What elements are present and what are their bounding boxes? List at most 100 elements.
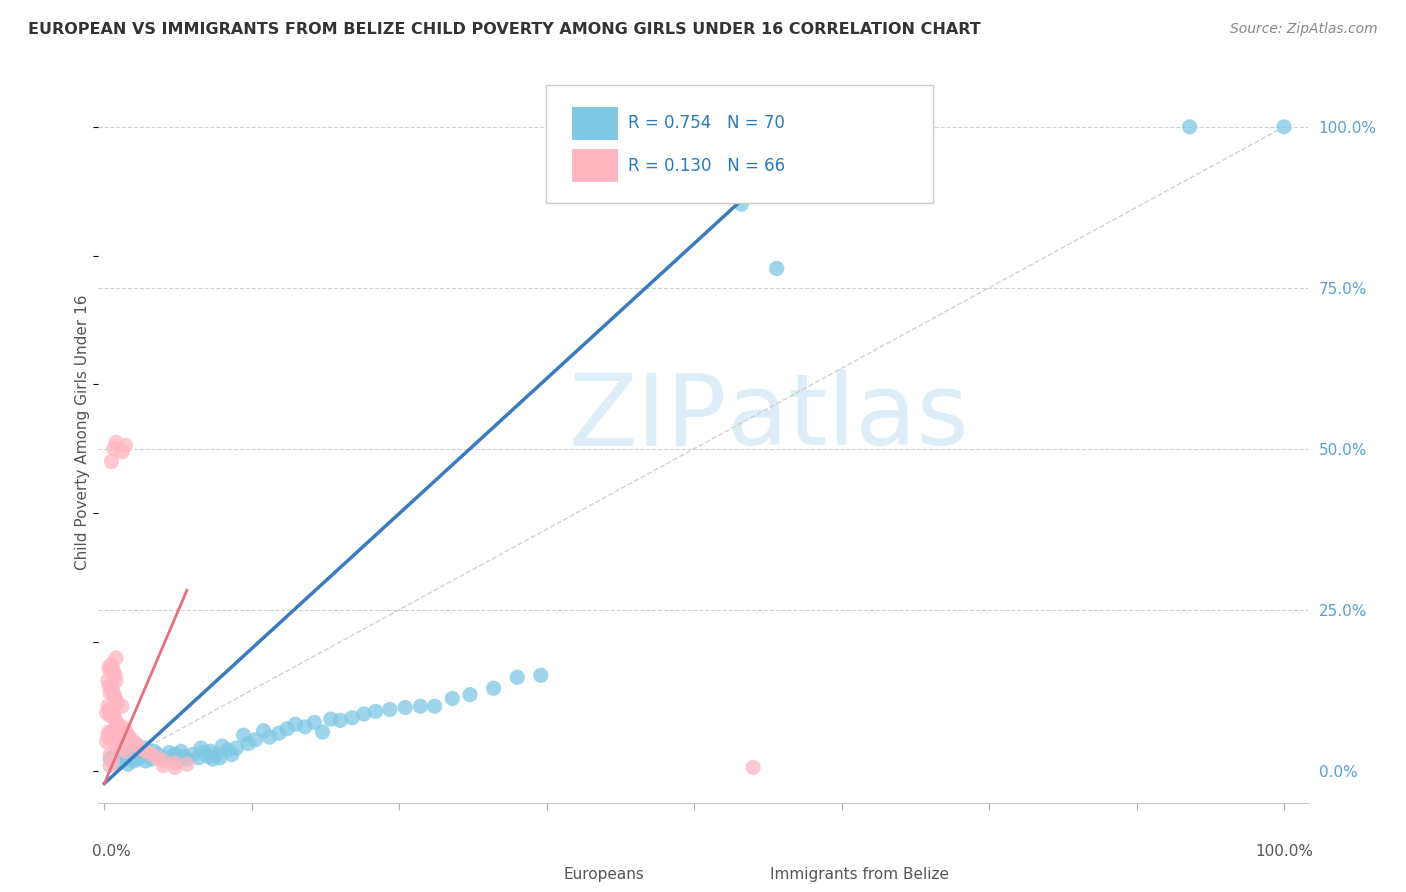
Text: EUROPEAN VS IMMIGRANTS FROM BELIZE CHILD POVERTY AMONG GIRLS UNDER 16 CORRELATIO: EUROPEAN VS IMMIGRANTS FROM BELIZE CHILD… bbox=[28, 22, 981, 37]
Point bbox=[97, 673, 120, 688]
Point bbox=[157, 746, 180, 760]
Point bbox=[225, 741, 247, 756]
Text: Source: ZipAtlas.com: Source: ZipAtlas.com bbox=[1230, 22, 1378, 37]
Point bbox=[105, 717, 128, 731]
Point bbox=[165, 760, 187, 774]
Point bbox=[311, 725, 333, 739]
Point bbox=[152, 758, 174, 772]
Point bbox=[100, 657, 122, 672]
Point bbox=[458, 688, 481, 702]
Point bbox=[111, 754, 134, 768]
Point bbox=[138, 749, 160, 764]
Bar bbox=[727, 863, 763, 886]
Point bbox=[146, 747, 169, 762]
Point bbox=[394, 700, 416, 714]
Point bbox=[107, 718, 129, 732]
Point bbox=[120, 731, 142, 746]
Bar bbox=[572, 107, 619, 140]
Point bbox=[114, 744, 136, 758]
Point bbox=[142, 744, 165, 758]
Point bbox=[98, 709, 121, 723]
Point bbox=[135, 741, 157, 756]
Y-axis label: Child Poverty Among Girls Under 16: Child Poverty Among Girls Under 16 bbox=[75, 295, 90, 570]
Point bbox=[194, 746, 217, 760]
Point bbox=[1272, 120, 1295, 134]
Point bbox=[122, 734, 145, 748]
Bar bbox=[522, 863, 558, 886]
Point bbox=[340, 711, 363, 725]
Text: atlas: atlas bbox=[727, 369, 969, 467]
Point bbox=[98, 686, 121, 700]
Point bbox=[187, 750, 209, 764]
Point bbox=[211, 739, 233, 753]
Text: R = 0.130   N = 66: R = 0.130 N = 66 bbox=[628, 157, 785, 175]
Point bbox=[96, 734, 118, 748]
Point bbox=[111, 699, 134, 714]
Point bbox=[166, 754, 188, 768]
Point bbox=[127, 738, 149, 752]
Point bbox=[98, 725, 121, 739]
Point bbox=[105, 696, 128, 710]
Point bbox=[101, 706, 124, 720]
Point bbox=[105, 435, 128, 450]
FancyBboxPatch shape bbox=[546, 85, 932, 203]
Point bbox=[765, 261, 787, 276]
Point bbox=[103, 665, 125, 680]
Point bbox=[111, 744, 134, 758]
Point bbox=[127, 752, 149, 766]
Point bbox=[103, 688, 125, 702]
Point bbox=[135, 754, 157, 768]
Point bbox=[238, 737, 260, 751]
Point bbox=[267, 726, 290, 740]
Point bbox=[353, 706, 375, 721]
Point bbox=[409, 699, 432, 714]
Point bbox=[128, 750, 150, 764]
Point bbox=[284, 717, 307, 731]
Point bbox=[221, 747, 243, 762]
Point bbox=[135, 744, 157, 758]
Point bbox=[252, 723, 274, 738]
Point bbox=[364, 705, 387, 719]
Point bbox=[208, 750, 231, 764]
Point bbox=[98, 752, 121, 766]
Point bbox=[100, 702, 122, 716]
Point bbox=[100, 725, 122, 739]
Point bbox=[319, 712, 342, 726]
Point bbox=[205, 747, 228, 762]
Point bbox=[105, 651, 128, 665]
Point bbox=[173, 749, 195, 764]
Point bbox=[107, 747, 129, 762]
Point bbox=[217, 743, 239, 757]
Point bbox=[176, 752, 198, 766]
Text: 100.0%: 100.0% bbox=[1256, 844, 1313, 858]
Point bbox=[98, 747, 121, 762]
Point bbox=[104, 690, 127, 704]
Text: Immigrants from Belize: Immigrants from Belize bbox=[769, 867, 949, 882]
Point bbox=[104, 712, 127, 726]
Point bbox=[104, 734, 127, 748]
Point bbox=[111, 720, 134, 734]
Point bbox=[128, 741, 150, 756]
Point bbox=[276, 722, 298, 736]
Point bbox=[98, 731, 121, 746]
Point bbox=[730, 197, 752, 211]
Point bbox=[152, 750, 174, 764]
Point bbox=[165, 756, 187, 770]
Point bbox=[176, 757, 198, 772]
Point bbox=[190, 741, 212, 756]
Point bbox=[152, 754, 174, 768]
Text: ZIP: ZIP bbox=[569, 369, 727, 467]
Point bbox=[117, 728, 139, 742]
Point bbox=[101, 683, 124, 698]
Point bbox=[97, 699, 120, 714]
Point bbox=[378, 702, 401, 716]
Point bbox=[742, 760, 765, 774]
Point bbox=[103, 442, 125, 456]
Point bbox=[100, 680, 122, 694]
Point bbox=[105, 694, 128, 708]
Point bbox=[101, 660, 124, 674]
Point bbox=[105, 737, 128, 751]
Text: 0.0%: 0.0% bbox=[93, 844, 131, 858]
Point bbox=[100, 454, 122, 468]
Point bbox=[101, 754, 124, 768]
